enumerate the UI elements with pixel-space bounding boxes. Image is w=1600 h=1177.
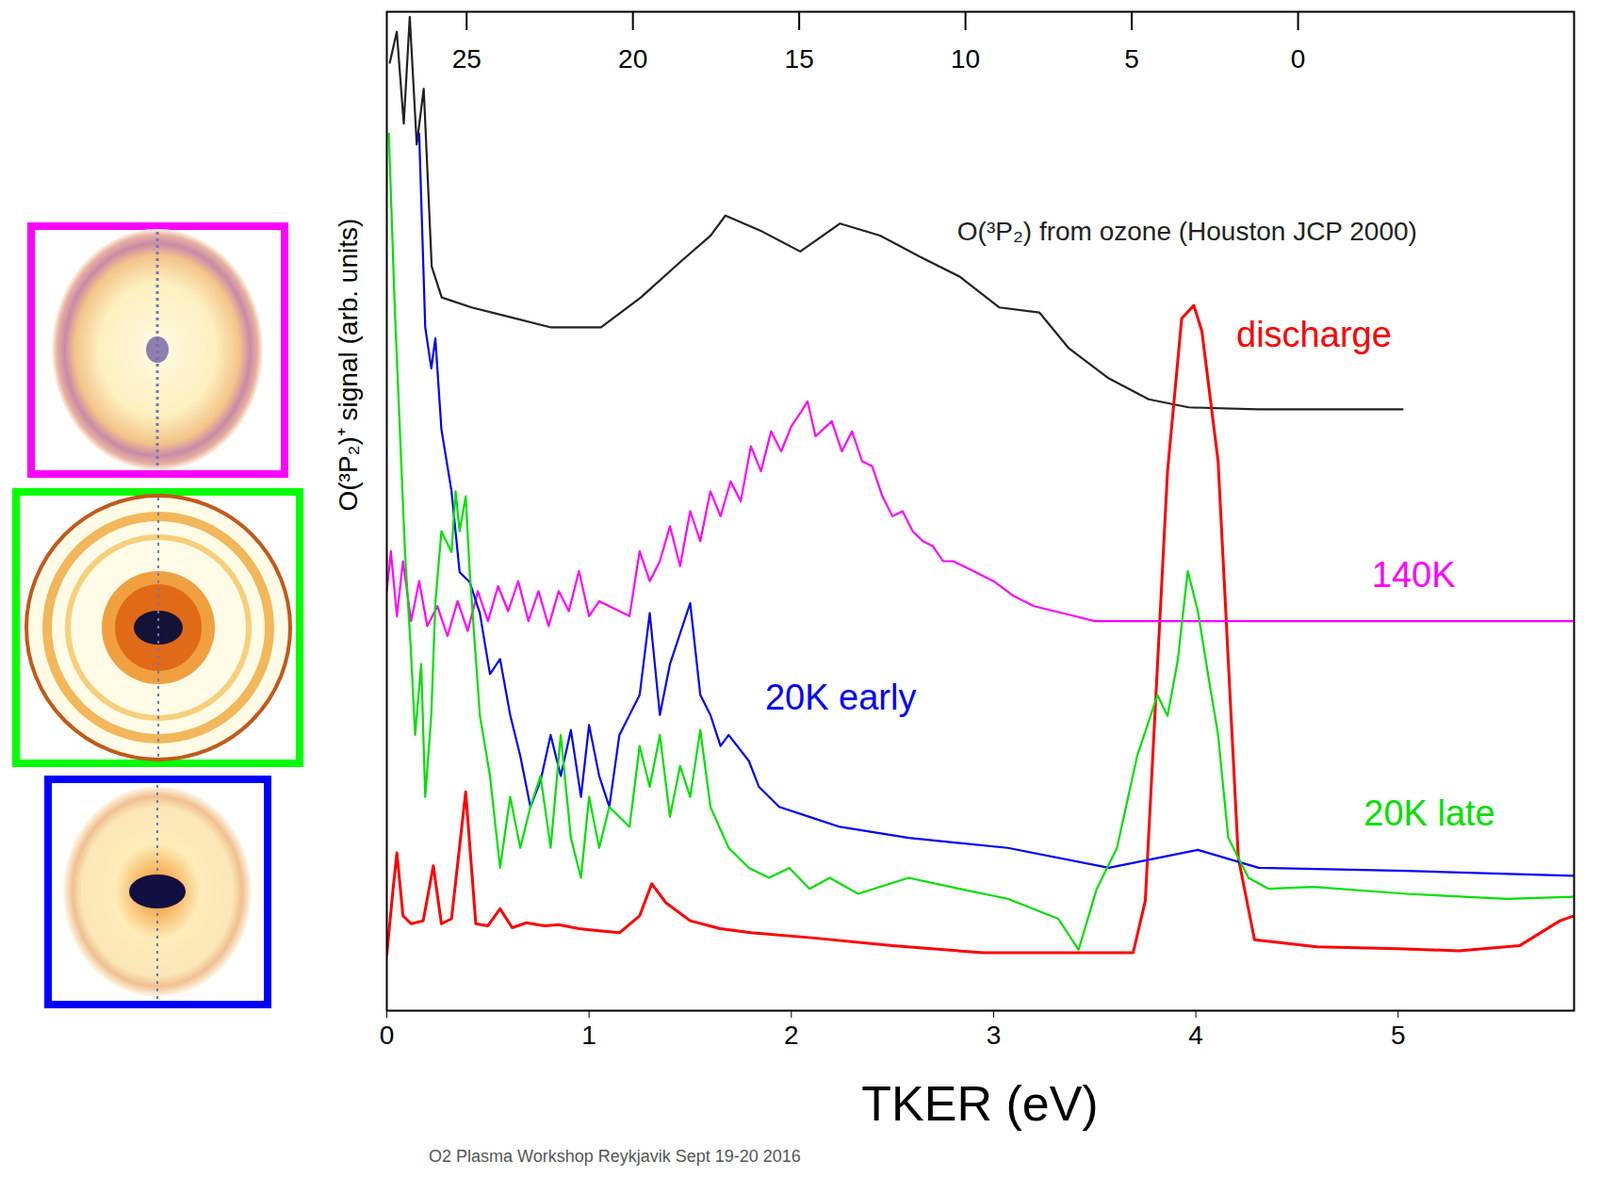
- svg-text:3: 3: [986, 1020, 1002, 1050]
- svg-text:0: 0: [1290, 44, 1307, 74]
- svg-text:O(³P₂)⁺ signal (arb. units): O(³P₂)⁺ signal (arb. units): [333, 218, 363, 512]
- svg-text:2: 2: [783, 1020, 800, 1050]
- svg-text:15: 15: [784, 44, 815, 74]
- svg-text:20K late: 20K late: [1363, 793, 1495, 833]
- svg-text:5: 5: [1390, 1020, 1406, 1050]
- svg-text:25: 25: [452, 44, 482, 74]
- html-text:O2 Plasma Workshop Reykjavik S: O2 Plasma Workshop Reykjavik Sept 19-20 …: [428, 1146, 801, 1166]
- svg-text:1: 1: [581, 1020, 597, 1050]
- svg-text:20K early: 20K early: [765, 677, 917, 718]
- svg-text:0: 0: [379, 1020, 395, 1050]
- svg-text:10: 10: [950, 44, 980, 74]
- svg-text:140K: 140K: [1371, 555, 1456, 595]
- svg-text:20: 20: [618, 44, 648, 74]
- svg-text:5: 5: [1124, 44, 1140, 74]
- html-text:TKER (eV): TKER (eV): [861, 1076, 1099, 1131]
- svg-text:discharge: discharge: [1236, 314, 1392, 355]
- svg-text:O(³P₂) from ozone (Houston JCP: O(³P₂) from ozone (Houston JCP 2000): [957, 216, 1418, 246]
- svg-text:4: 4: [1188, 1020, 1204, 1050]
